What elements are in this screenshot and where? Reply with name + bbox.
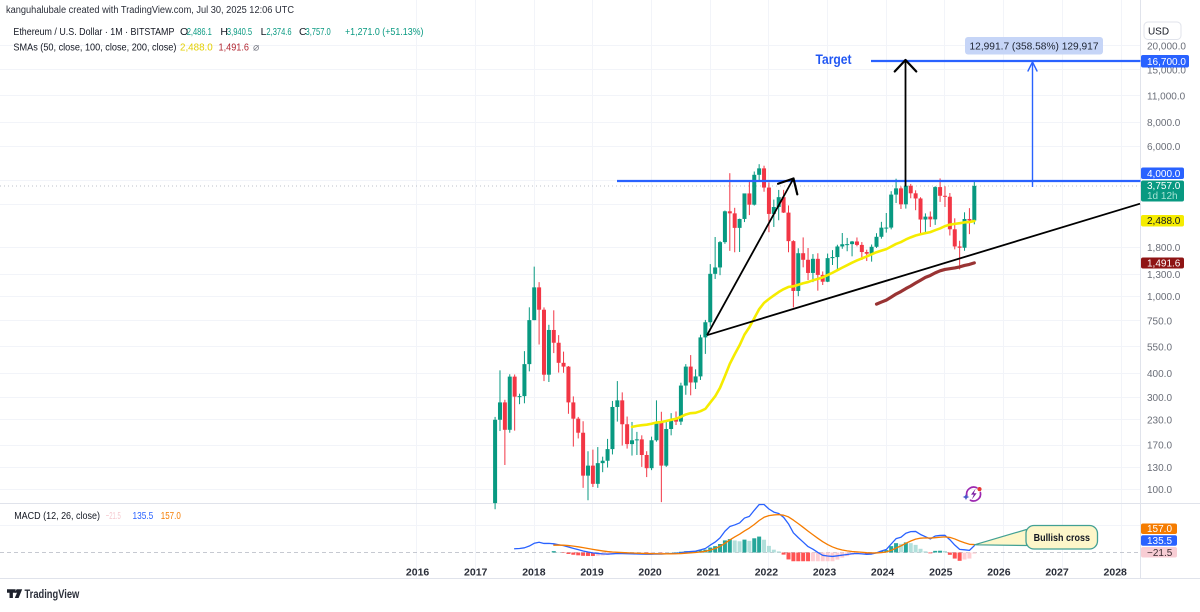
svg-text:⌀: ⌀ <box>253 42 260 54</box>
svg-text:2021: 2021 <box>697 567 721 579</box>
svg-text:2025: 2025 <box>929 567 953 579</box>
svg-text:2019: 2019 <box>580 567 604 579</box>
svg-text:157.0: 157.0 <box>1147 524 1172 535</box>
svg-text:1,300.0: 1,300.0 <box>1147 270 1181 281</box>
svg-text:−21.5: −21.5 <box>106 510 121 522</box>
svg-text:2,374.6: 2,374.6 <box>266 26 291 38</box>
svg-text:Bullish cross: Bullish cross <box>1034 532 1091 544</box>
svg-text:12,991.7 (358.58%) 129,917: 12,991.7 (358.58%) 129,917 <box>970 41 1099 53</box>
svg-text:2022: 2022 <box>755 567 779 579</box>
svg-text:550.0: 550.0 <box>1147 342 1172 353</box>
svg-text:6,000.0: 6,000.0 <box>1147 142 1181 153</box>
svg-text:1,000.0: 1,000.0 <box>1147 292 1181 303</box>
svg-text:Ethereum / U.S. Dollar · 1M ·: Ethereum / U.S. Dollar · 1M · BITSTAMP <box>13 26 174 38</box>
svg-text:1,491.6: 1,491.6 <box>1147 259 1181 270</box>
svg-text:SMAs (50, close, 100, close, 2: SMAs (50, close, 100, close, 200, close) <box>13 42 176 54</box>
svg-text:170.0: 170.0 <box>1147 441 1172 452</box>
svg-text:MACD (12, 26, close): MACD (12, 26, close) <box>14 510 100 522</box>
svg-text:135.5: 135.5 <box>1147 536 1172 547</box>
svg-text:157.0: 157.0 <box>161 510 181 522</box>
svg-text:130.0: 130.0 <box>1147 463 1172 474</box>
svg-text:8,000.0: 8,000.0 <box>1147 118 1181 129</box>
svg-text:2023: 2023 <box>813 567 837 579</box>
svg-text:2,488.0: 2,488.0 <box>1147 216 1181 227</box>
svg-text:16,700.0: 16,700.0 <box>1147 57 1186 68</box>
svg-text:−21.5: −21.5 <box>1147 548 1173 559</box>
svg-text:300.0: 300.0 <box>1147 393 1172 404</box>
svg-text:kanguhalubale created with Tra: kanguhalubale created with TradingView.c… <box>6 5 294 16</box>
svg-text:750.0: 750.0 <box>1147 316 1172 327</box>
svg-text:20,000.0: 20,000.0 <box>1147 41 1186 52</box>
svg-text:+1,271.0 (+51.13%): +1,271.0 (+51.13%) <box>345 26 424 38</box>
svg-text:2017: 2017 <box>464 567 488 579</box>
svg-text:2024: 2024 <box>871 567 895 579</box>
svg-text:3,940.5: 3,940.5 <box>227 26 252 38</box>
svg-text:1,491.6: 1,491.6 <box>219 42 250 54</box>
svg-text:2026: 2026 <box>987 567 1011 579</box>
svg-text:4,000.0: 4,000.0 <box>1147 169 1181 180</box>
svg-text:230.0: 230.0 <box>1147 415 1172 426</box>
svg-text:1,800.0: 1,800.0 <box>1147 243 1181 254</box>
svg-text:400.0: 400.0 <box>1147 369 1172 380</box>
svg-text:2018: 2018 <box>522 567 546 579</box>
svg-text:2,488.0: 2,488.0 <box>180 42 213 54</box>
svg-text:Target: Target <box>816 52 852 67</box>
svg-text:2028: 2028 <box>1104 567 1128 579</box>
svg-text:11,000.0: 11,000.0 <box>1147 91 1186 102</box>
svg-text:2027: 2027 <box>1045 567 1069 579</box>
svg-text:2,486.1: 2,486.1 <box>187 26 212 38</box>
svg-text:TradingView: TradingView <box>25 589 80 601</box>
svg-text:2016: 2016 <box>406 567 430 579</box>
svg-text:135.5: 135.5 <box>133 510 154 522</box>
svg-text:1d 12h: 1d 12h <box>1147 191 1178 202</box>
svg-text:100.0: 100.0 <box>1147 485 1172 496</box>
svg-text:2020: 2020 <box>638 567 662 579</box>
svg-text:USD: USD <box>1148 27 1169 38</box>
svg-text:3,757.0: 3,757.0 <box>306 26 331 38</box>
